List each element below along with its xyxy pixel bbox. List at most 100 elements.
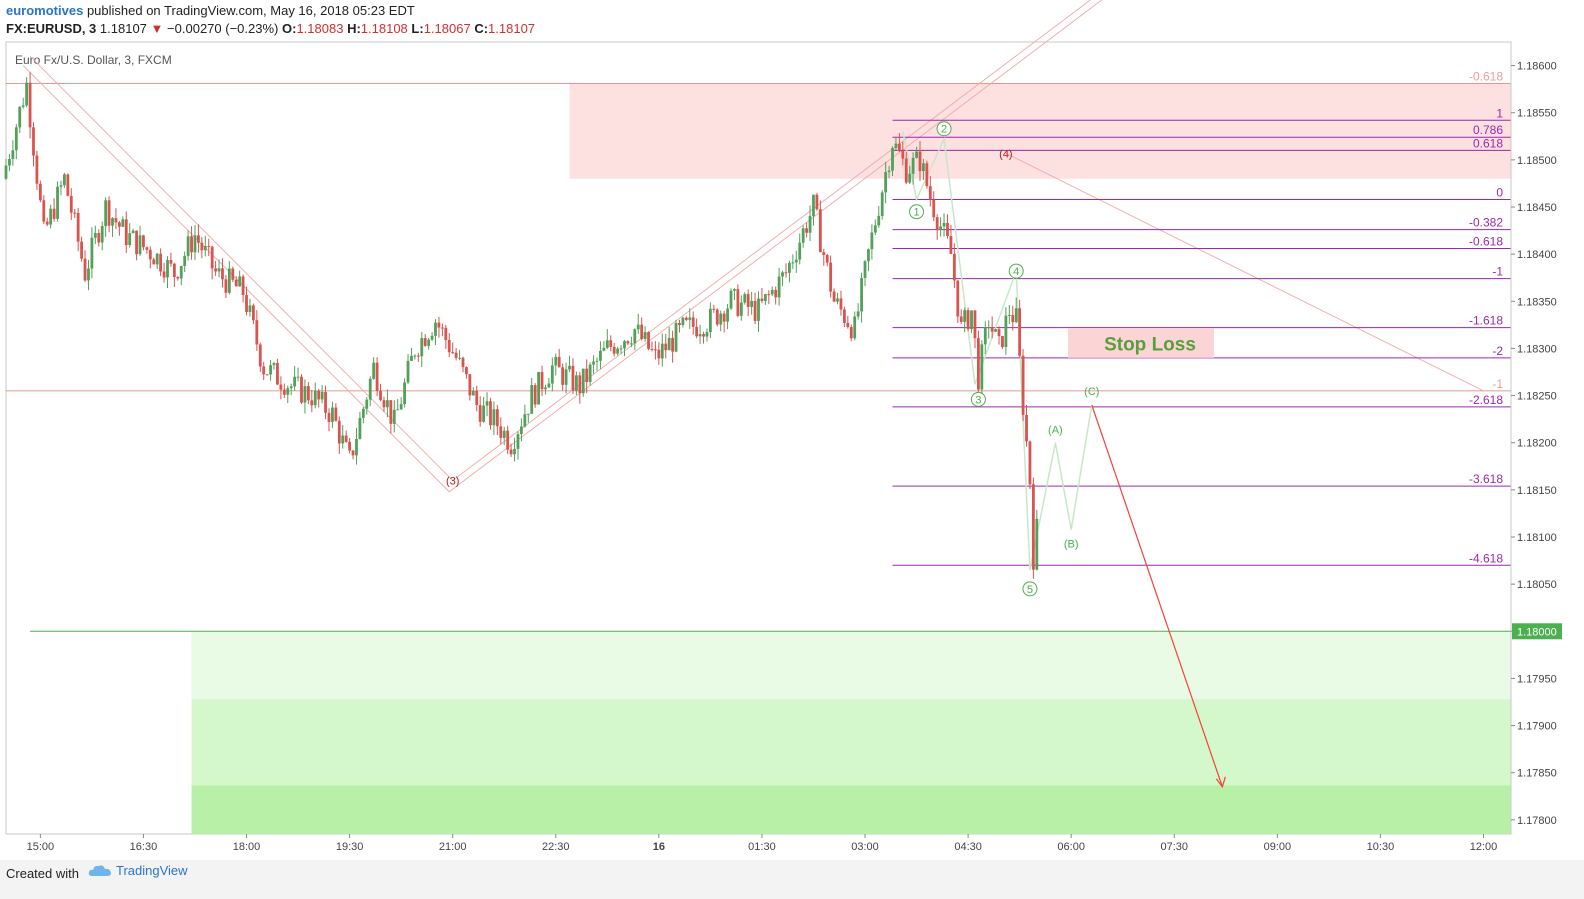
fib-extra-label: -1: [1492, 377, 1503, 391]
candle-body: [561, 367, 565, 385]
close-value: 1.18107: [488, 21, 536, 36]
y-tick-label: 1.17900: [1517, 721, 1557, 733]
candle-body: [715, 309, 719, 325]
candle-body: [712, 308, 716, 310]
y-tick-label: 1.18500: [1517, 155, 1557, 167]
target-zone-1: [191, 631, 1511, 700]
candle-body: [392, 409, 396, 424]
candle-body: [791, 262, 795, 264]
candle-body: [124, 219, 128, 246]
x-tick-label: 22:30: [542, 841, 570, 853]
candle-body: [777, 276, 781, 298]
candle-body: [203, 246, 207, 251]
x-tick-label: 15:00: [27, 841, 55, 853]
candle-body: [571, 365, 575, 391]
candle-body: [138, 235, 142, 255]
candle-body: [142, 235, 145, 248]
open-value: 1.18083: [296, 21, 344, 36]
candle-body: [702, 334, 705, 337]
candle-body: [313, 390, 317, 406]
fib-level-label: 0.786: [1473, 123, 1503, 137]
tradingview-link[interactable]: TradingView: [88, 863, 188, 878]
candle-body: [221, 268, 224, 280]
price-tag-label: 1.18000: [1517, 626, 1557, 638]
wave-label-circle: [936, 121, 952, 137]
candle-body: [38, 183, 42, 201]
price-chart[interactable]: Euro Fx/U.S. Dollar, 3, FXCM 1 0.7860.618…: [0, 0, 1584, 860]
candle-body: [471, 390, 475, 396]
wave-label: 4: [1013, 266, 1019, 278]
candle-body: [1001, 336, 1004, 348]
candle-body: [475, 390, 479, 406]
candle-body: [59, 185, 63, 187]
fib-level-label: -0.382: [1469, 216, 1503, 230]
author-link[interactable]: euromotives: [6, 3, 84, 18]
candle-body: [224, 279, 228, 293]
candle-body: [812, 194, 815, 217]
candle-body: [678, 322, 681, 326]
candle-body: [303, 386, 307, 403]
y-tick-label: 1.18350: [1517, 296, 1557, 308]
candle-body: [956, 280, 960, 317]
candle-body: [867, 249, 870, 262]
candle-body: [324, 391, 327, 413]
candle-body: [846, 322, 850, 328]
candle-body: [781, 272, 784, 277]
candle-body: [135, 230, 138, 255]
candle-body: [849, 327, 853, 339]
wave-label-circle: [970, 391, 986, 407]
candle-body: [458, 357, 461, 359]
candle-body: [540, 372, 544, 390]
candle-body: [726, 308, 729, 322]
candle-body: [578, 375, 582, 394]
candle-body: [210, 246, 214, 269]
candle-body: [523, 414, 527, 427]
candle-body: [564, 369, 568, 385]
candle-body: [337, 420, 341, 444]
candle-body: [605, 340, 609, 348]
candle-body: [922, 163, 925, 172]
candle-body: [351, 450, 355, 456]
candle-body: [757, 298, 760, 321]
candle-body: [928, 186, 932, 200]
candle-body: [980, 344, 984, 390]
wave-label: 1: [913, 207, 919, 219]
y-tick-label: 1.18050: [1517, 579, 1557, 591]
candle-body: [1021, 355, 1025, 415]
candle-body: [128, 233, 132, 246]
candle-body: [904, 158, 908, 183]
candle-body: [293, 376, 297, 387]
candle-body: [516, 434, 520, 449]
candle-body: [97, 233, 101, 243]
candle-body: [939, 226, 943, 231]
fib-level-label: -1: [1492, 265, 1503, 279]
candle-body: [595, 360, 599, 362]
candle-body: [104, 200, 108, 227]
candle-body: [894, 143, 898, 149]
candle-body: [609, 340, 613, 347]
wave-label: (4): [999, 148, 1012, 160]
x-tick-label: 21:00: [439, 841, 467, 853]
candle-body: [379, 390, 382, 401]
candle-body: [681, 317, 685, 326]
candle-body: [873, 225, 877, 233]
y-tick-label: 1.18300: [1517, 343, 1557, 355]
candle-body: [255, 320, 259, 345]
y-tick-label: 1.18100: [1517, 532, 1557, 544]
candle-body: [368, 378, 372, 400]
candle-body: [581, 368, 585, 394]
fib-level-label: -4.618: [1469, 551, 1503, 565]
candle-body: [774, 289, 778, 298]
candle-body: [489, 401, 492, 426]
x-tick-label: 04:30: [954, 841, 982, 853]
candle-body: [1028, 441, 1032, 485]
candle-body: [530, 385, 534, 414]
candle-body: [568, 365, 571, 370]
candle-body: [32, 127, 35, 156]
candle-body: [599, 350, 602, 361]
candle-body: [1035, 518, 1039, 570]
candle-body: [808, 216, 812, 233]
candle-body: [131, 230, 135, 234]
candle-body: [217, 268, 221, 272]
x-tick-label: 03:00: [851, 841, 879, 853]
